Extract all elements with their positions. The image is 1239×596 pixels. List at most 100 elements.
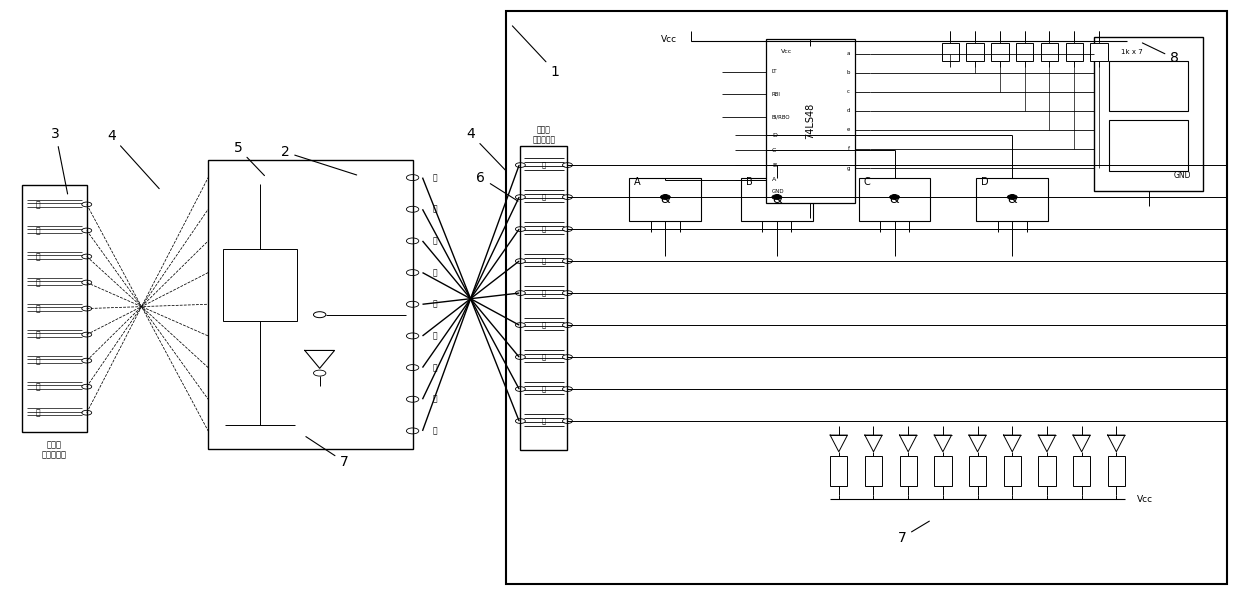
Text: d: d [846, 108, 850, 113]
Circle shape [1007, 195, 1017, 200]
Text: 一: 一 [541, 418, 546, 424]
Bar [1090, 43, 1108, 61]
Text: Vcc: Vcc [1137, 495, 1154, 504]
Text: g: g [846, 166, 850, 170]
Text: 6: 6 [476, 170, 518, 201]
Bar [1108, 456, 1125, 486]
Bar [1094, 37, 1203, 191]
Text: f: f [847, 147, 850, 151]
Bar [1066, 43, 1083, 61]
Text: 八: 八 [36, 226, 41, 235]
Bar [865, 456, 882, 486]
Bar [1073, 456, 1090, 486]
Text: LT: LT [772, 69, 777, 74]
Text: 六: 六 [541, 258, 546, 265]
Text: 六: 六 [432, 268, 437, 277]
Text: &: & [660, 193, 670, 206]
Text: 七: 七 [432, 237, 437, 246]
Bar [629, 178, 701, 221]
Text: b: b [846, 70, 850, 75]
Text: &: & [890, 193, 900, 206]
Text: 四: 四 [36, 330, 41, 339]
Text: Vcc: Vcc [781, 49, 792, 54]
Text: BI/RBO: BI/RBO [772, 114, 790, 119]
Text: 1: 1 [513, 26, 560, 79]
Text: &: & [1007, 193, 1017, 206]
Bar [741, 178, 813, 221]
Bar [1016, 43, 1033, 61]
Bar [1038, 456, 1056, 486]
Bar [1109, 120, 1188, 171]
Text: A: A [772, 178, 776, 182]
Text: 三: 三 [432, 363, 437, 372]
Text: 五: 五 [36, 304, 41, 313]
Text: 四: 四 [432, 331, 437, 340]
Text: D: D [772, 133, 777, 138]
Text: 二: 二 [36, 382, 41, 391]
Bar [969, 456, 986, 486]
Bar [830, 456, 847, 486]
Text: D: D [981, 178, 989, 187]
Text: C: C [864, 178, 870, 187]
Bar [520, 146, 567, 450]
Text: GND: GND [772, 190, 784, 194]
Text: a: a [846, 51, 850, 56]
Bar [942, 43, 959, 61]
Bar [976, 178, 1048, 221]
Text: 八: 八 [432, 205, 437, 214]
Text: 4: 4 [466, 127, 506, 171]
Text: B: B [746, 178, 752, 187]
Text: 三: 三 [541, 354, 546, 361]
Text: 五: 五 [541, 290, 546, 296]
Text: A: A [634, 178, 641, 187]
Bar [223, 249, 297, 321]
Text: 7: 7 [897, 521, 929, 545]
Text: 5: 5 [233, 141, 264, 176]
Circle shape [660, 195, 670, 200]
Text: GND: GND [1173, 171, 1191, 181]
Bar [766, 39, 855, 203]
Text: 74LS48: 74LS48 [805, 103, 815, 139]
Text: &: & [772, 193, 782, 206]
Bar [991, 43, 1009, 61]
Text: 8: 8 [1142, 43, 1180, 66]
Text: 八: 八 [541, 194, 546, 200]
Bar [1004, 456, 1021, 486]
Circle shape [890, 195, 900, 200]
Text: 3: 3 [51, 127, 68, 194]
Bar [506, 11, 1227, 584]
Text: 五: 五 [432, 300, 437, 309]
Text: B: B [772, 163, 776, 167]
Text: 第二份
号码管位置: 第二份 号码管位置 [42, 440, 67, 460]
Text: 1k x 7: 1k x 7 [1121, 49, 1144, 55]
Text: 2: 2 [280, 145, 357, 175]
Bar [22, 185, 87, 432]
Text: 7: 7 [306, 437, 349, 469]
Text: Vcc: Vcc [660, 35, 678, 45]
Text: 一: 一 [432, 426, 437, 436]
Text: 一: 一 [36, 408, 41, 417]
Bar [208, 160, 413, 449]
Bar [900, 456, 917, 486]
Text: 第一份
号码管位置: 第一份 号码管位置 [533, 125, 555, 144]
Text: 九: 九 [36, 200, 41, 209]
Bar [966, 43, 984, 61]
Text: 4: 4 [107, 129, 159, 189]
Text: 二: 二 [541, 386, 546, 392]
Circle shape [772, 195, 782, 200]
Bar [859, 178, 930, 221]
Text: e: e [846, 128, 850, 132]
Bar [934, 456, 952, 486]
Text: RBI: RBI [772, 92, 781, 97]
Text: 七: 七 [36, 252, 41, 261]
Text: 九: 九 [541, 162, 546, 169]
Text: c: c [847, 89, 850, 94]
Text: 二: 二 [432, 395, 437, 403]
Bar [1109, 61, 1188, 111]
Text: 六: 六 [36, 278, 41, 287]
Text: C: C [772, 148, 777, 153]
Text: 四: 四 [541, 322, 546, 328]
Text: 三: 三 [36, 356, 41, 365]
Text: 七: 七 [541, 226, 546, 232]
Bar [1041, 43, 1058, 61]
